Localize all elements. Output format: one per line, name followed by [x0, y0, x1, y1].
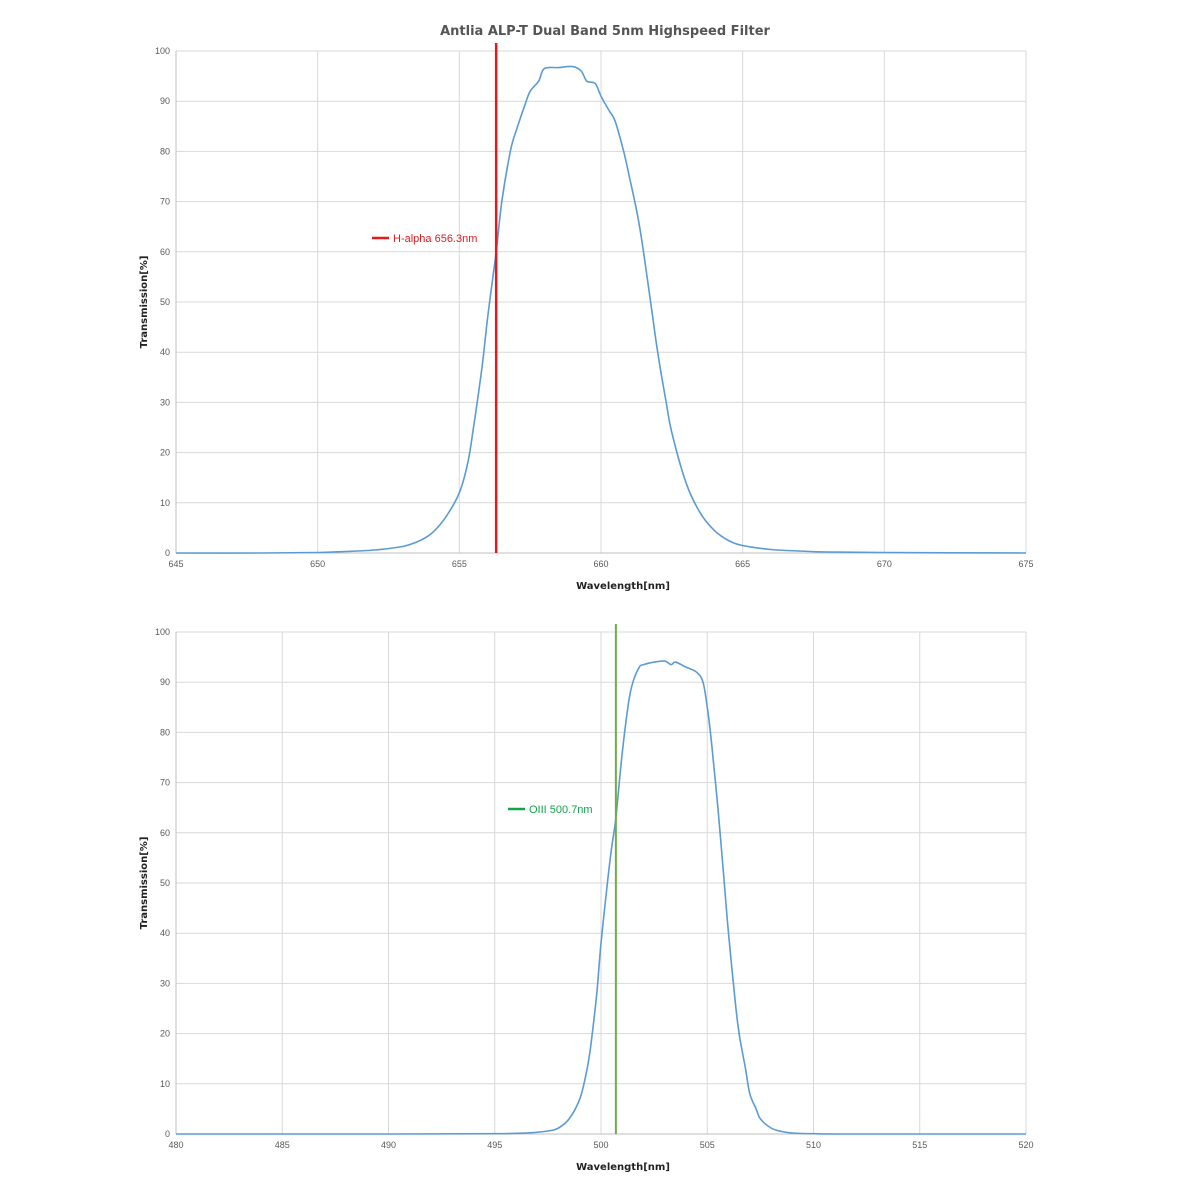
chart-1: 0 10 20 30 40 50 60 70 80 90 100 645 650 655 660 665 670… — [139, 43, 1034, 592]
x-tick-label: 490 — [381, 1140, 396, 1150]
y-tick-label: 20 — [160, 1029, 170, 1039]
y-tick-label: 90 — [160, 96, 170, 106]
chart-2: 0 10 20 30 40 50 60 70 80 90 100 480 485 490 495 500 505… — [139, 624, 1034, 1173]
y-tick-label: 10 — [160, 1079, 170, 1089]
y-tick-label: 70 — [160, 778, 170, 788]
y-tick-label: 50 — [160, 878, 170, 888]
y-axis-label: Transmission[%] — [139, 256, 150, 349]
y-tick-label: 80 — [160, 146, 170, 156]
y-tick-label: 60 — [160, 828, 170, 838]
x-tick-label: 505 — [700, 1140, 715, 1150]
y-tick-label: 60 — [160, 247, 170, 257]
y-axis-label: Transmission[%] — [139, 837, 150, 930]
legend-label: H-alpha 656.3nm — [393, 233, 477, 245]
x-tick-label: 520 — [1018, 1140, 1033, 1150]
x-tick-label: 660 — [593, 559, 608, 569]
y-tick-label: 90 — [160, 677, 170, 687]
y-tick-label: 70 — [160, 197, 170, 207]
legend-label: OIII 500.7nm — [529, 804, 593, 816]
y-tick-label: 100 — [155, 46, 170, 56]
y-tick-label: 100 — [155, 627, 170, 637]
x-tick-label: 495 — [487, 1140, 502, 1150]
x-axis-label: Wavelength[nm] — [576, 581, 670, 592]
y-tick-label: 0 — [165, 548, 170, 558]
x-axis-label: Wavelength[nm] — [576, 1162, 670, 1173]
chart-title: Antlia ALP-T Dual Band 5nm Highspeed Fil… — [440, 24, 770, 39]
x-tick-label: 515 — [912, 1140, 927, 1150]
y-tick-label: 50 — [160, 297, 170, 307]
y-tick-label: 80 — [160, 727, 170, 737]
y-tick-label: 20 — [160, 448, 170, 458]
y-tick-label: 30 — [160, 978, 170, 988]
x-tick-label: 500 — [593, 1140, 608, 1150]
y-tick-label: 0 — [165, 1129, 170, 1139]
y-tick-label: 40 — [160, 347, 170, 357]
y-tick-label: 40 — [160, 928, 170, 938]
x-tick-label: 485 — [275, 1140, 290, 1150]
x-tick-label: 645 — [168, 559, 183, 569]
x-tick-label: 670 — [877, 559, 892, 569]
x-tick-label: 675 — [1018, 559, 1033, 569]
x-tick-label: 650 — [310, 559, 325, 569]
transmission-curve-1 — [176, 660, 1026, 1135]
x-tick-label: 665 — [735, 559, 750, 569]
x-tick-label: 480 — [168, 1140, 183, 1150]
x-tick-label: 655 — [452, 559, 467, 569]
x-tick-label: 510 — [806, 1140, 821, 1150]
y-tick-label: 30 — [160, 397, 170, 407]
transmission-curve-1 — [175, 65, 1027, 554]
y-tick-label: 10 — [160, 498, 170, 508]
